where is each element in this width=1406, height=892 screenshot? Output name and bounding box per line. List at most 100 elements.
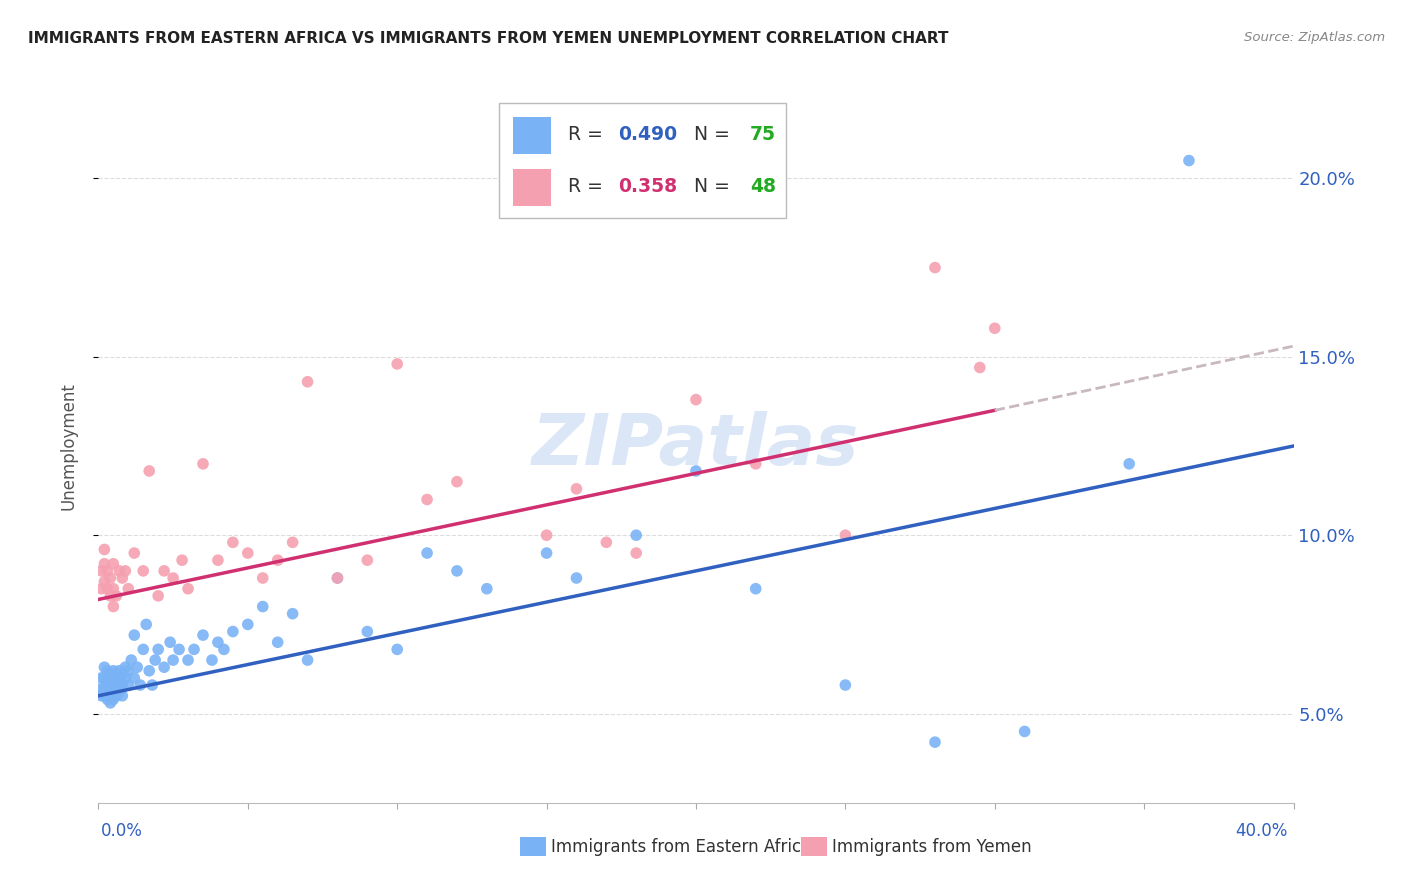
Point xyxy=(117,678,139,692)
Point xyxy=(117,582,139,596)
Point xyxy=(93,542,115,557)
Point xyxy=(385,357,409,371)
Point xyxy=(111,667,134,681)
Point xyxy=(98,696,122,710)
Point xyxy=(281,607,304,621)
Point xyxy=(969,360,991,375)
Point xyxy=(108,674,131,689)
Point xyxy=(124,671,146,685)
Point xyxy=(191,457,214,471)
Point xyxy=(153,660,176,674)
Point xyxy=(153,564,176,578)
Text: ZIPatlas: ZIPatlas xyxy=(533,411,859,481)
Point xyxy=(93,557,115,571)
Point xyxy=(96,664,118,678)
Point xyxy=(138,464,160,478)
Text: N =: N = xyxy=(676,126,735,145)
Point xyxy=(103,557,125,571)
Point xyxy=(141,678,163,692)
Point xyxy=(93,671,115,685)
Point xyxy=(416,546,439,560)
Text: 40.0%: 40.0% xyxy=(1236,822,1288,840)
Point xyxy=(326,571,349,585)
Point xyxy=(93,689,115,703)
Point xyxy=(96,674,118,689)
FancyBboxPatch shape xyxy=(513,169,551,206)
Text: N =: N = xyxy=(676,177,735,195)
Point xyxy=(105,689,128,703)
Point xyxy=(103,681,125,696)
Point xyxy=(132,564,155,578)
Point xyxy=(236,617,259,632)
Point xyxy=(595,535,617,549)
Point xyxy=(177,582,200,596)
Point xyxy=(98,571,122,585)
Point xyxy=(416,492,439,507)
Point xyxy=(117,664,139,678)
Point xyxy=(626,528,648,542)
Point xyxy=(536,528,558,542)
Point xyxy=(111,678,134,692)
Point xyxy=(1178,153,1201,168)
Text: 0.358: 0.358 xyxy=(619,177,678,195)
Point xyxy=(148,589,170,603)
Point xyxy=(207,553,229,567)
Point xyxy=(108,564,131,578)
Text: 0.0%: 0.0% xyxy=(101,822,143,840)
Point xyxy=(103,599,125,614)
Point xyxy=(108,664,131,678)
Point xyxy=(143,653,166,667)
Point xyxy=(167,642,190,657)
Point xyxy=(105,678,128,692)
Point xyxy=(96,692,118,706)
Text: Immigrants from Yemen: Immigrants from Yemen xyxy=(832,838,1032,855)
Point xyxy=(834,528,856,542)
FancyBboxPatch shape xyxy=(513,117,551,153)
Point xyxy=(281,535,304,549)
Point xyxy=(103,582,125,596)
Point xyxy=(162,571,184,585)
Point xyxy=(103,674,125,689)
Point xyxy=(252,599,274,614)
Text: Immigrants from Eastern Africa: Immigrants from Eastern Africa xyxy=(551,838,811,855)
Text: R =: R = xyxy=(568,126,609,145)
Point xyxy=(124,628,146,642)
Point xyxy=(111,571,134,585)
Point xyxy=(103,664,125,678)
Point xyxy=(98,685,122,699)
Point xyxy=(685,392,707,407)
Point xyxy=(626,546,648,560)
Point xyxy=(114,660,136,674)
Point xyxy=(93,574,115,589)
Point xyxy=(111,689,134,703)
Point xyxy=(267,553,290,567)
Point xyxy=(96,582,118,596)
Y-axis label: Unemployment: Unemployment xyxy=(59,382,77,510)
Point xyxy=(222,624,245,639)
Point xyxy=(446,475,468,489)
Point xyxy=(129,678,152,692)
Point xyxy=(172,553,194,567)
Point xyxy=(191,628,214,642)
Text: 48: 48 xyxy=(749,177,776,195)
Point xyxy=(138,664,160,678)
Point xyxy=(90,681,112,696)
Point xyxy=(475,582,498,596)
Point xyxy=(745,457,768,471)
Point xyxy=(1118,457,1140,471)
Text: Source: ZipAtlas.com: Source: ZipAtlas.com xyxy=(1244,31,1385,45)
Text: 75: 75 xyxy=(749,126,776,145)
Text: R =: R = xyxy=(568,177,609,195)
Point xyxy=(90,671,112,685)
Point xyxy=(446,564,468,578)
Point xyxy=(90,564,112,578)
Point xyxy=(120,653,142,667)
Point xyxy=(356,624,378,639)
Point xyxy=(135,617,157,632)
Point xyxy=(356,553,378,567)
Point xyxy=(98,678,122,692)
Point xyxy=(90,582,112,596)
Point xyxy=(565,482,588,496)
Point xyxy=(924,260,946,275)
Point xyxy=(177,653,200,667)
